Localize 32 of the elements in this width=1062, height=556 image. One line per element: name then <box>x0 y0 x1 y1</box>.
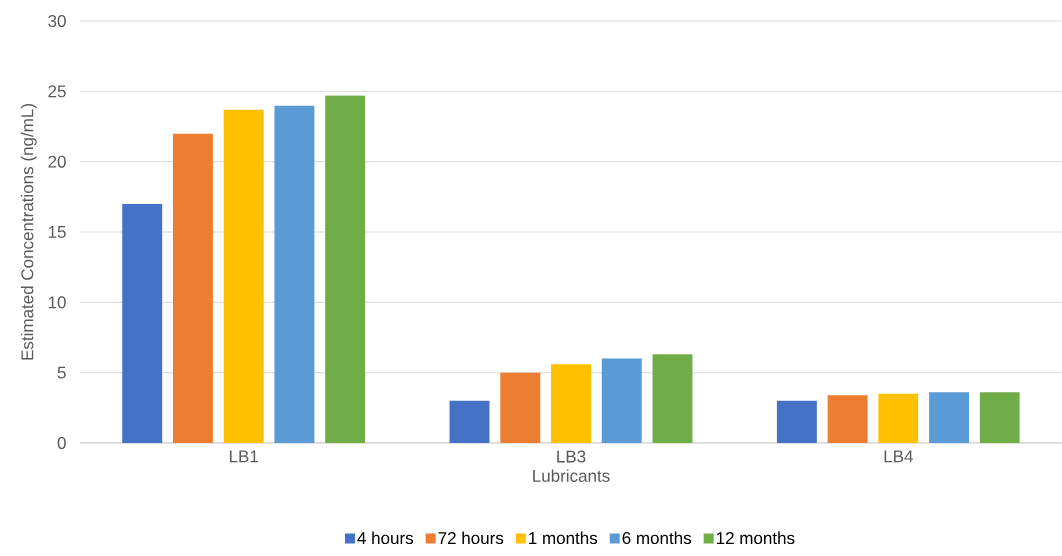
x-tick-label: LB3 <box>557 450 586 463</box>
bar <box>652 354 693 443</box>
bar <box>172 133 213 443</box>
legend-label: 4 hours <box>357 531 414 545</box>
y-tick-label: 20 <box>48 155 66 168</box>
y-tick-label: 10 <box>48 296 66 309</box>
bar <box>878 393 919 443</box>
x-tick-label: LB1 <box>229 450 258 463</box>
bar <box>325 95 366 443</box>
legend-label: 72 hours <box>438 531 504 545</box>
y-tick-label: 25 <box>48 85 66 98</box>
legend-label: 6 months <box>622 531 692 545</box>
bar <box>223 109 264 443</box>
y-axis-title: Estimated Concentrations (ng/mL) <box>20 104 37 360</box>
legend-label: 1 months <box>529 531 598 545</box>
bar <box>979 392 1020 443</box>
bar <box>122 203 163 443</box>
bar <box>601 358 642 443</box>
bar <box>827 395 868 443</box>
y-tick-label: 0 <box>57 436 66 450</box>
bar <box>551 364 591 443</box>
bar <box>500 372 541 443</box>
y-tick-label: 30 <box>48 14 66 28</box>
y-tick-label: 15 <box>48 226 66 238</box>
bar <box>449 400 490 443</box>
bar <box>929 392 970 443</box>
x-tick-label: LB4 <box>884 450 913 463</box>
bar <box>274 105 315 443</box>
y-tick-label: 5 <box>57 366 66 379</box>
bar <box>776 400 817 443</box>
x-axis-title: Lubricants <box>533 469 610 482</box>
legend-label: 12 months <box>716 531 795 545</box>
